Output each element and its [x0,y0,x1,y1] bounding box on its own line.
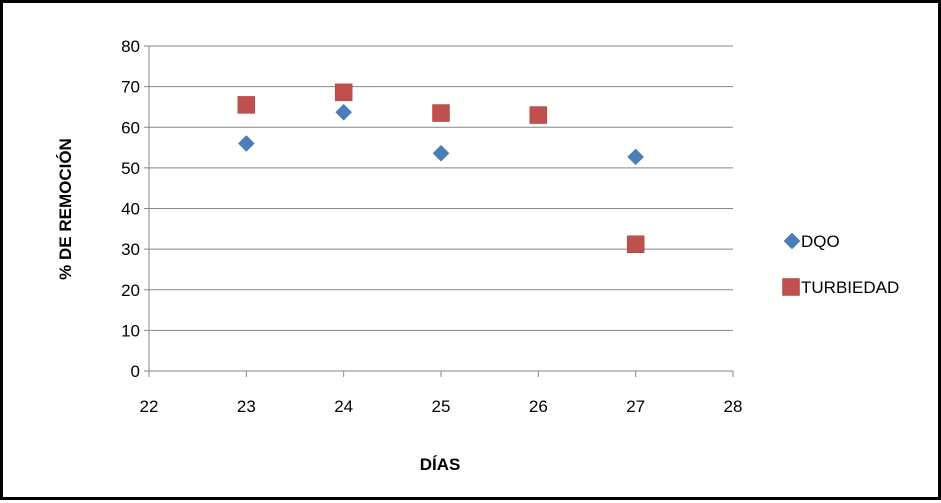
dqo-point [432,144,450,162]
y-tick-label: 70 [121,78,140,97]
legend: DQO TURBIEDAD [782,232,899,297]
data-points [237,83,645,253]
turbiedad-point [237,96,256,114]
x-tick-label: 22 [140,397,159,416]
x-axis-title: DÍAS [420,455,461,474]
x-tick-label: 28 [724,397,743,416]
legend-turbiedad-marker [782,278,800,296]
tick-labels: 0 10 20 30 40 50 60 70 80 22 23 24 25 26 27 28 [121,37,742,416]
scatter-chart: 0 10 20 30 40 50 60 70 80 22 23 24 25 26 27 28 DÍAS % D… [56,37,899,474]
turbiedad-point [432,104,450,122]
y-tick-label: 40 [121,200,140,219]
turbiedad-point [334,83,353,102]
turbiedad-point [529,106,548,124]
dqo-point [335,103,353,121]
x-tick-label: 23 [237,397,256,416]
y-axis-title: % DE REMOCIÓN [56,138,75,280]
y-tick-label: 20 [121,281,140,300]
legend-dqo-marker [783,232,801,250]
turbiedad-point [626,235,645,253]
y-tick-label: 60 [121,118,140,137]
dqo-point [237,135,255,152]
y-tick-label: 0 [131,362,140,381]
x-tick-label: 25 [432,397,451,416]
gridlines [149,45,733,331]
y-tick-label: 30 [121,240,140,259]
legend-dqo-label: DQO [801,232,840,251]
y-tick-label: 50 [121,159,140,178]
dqo-point [627,148,645,166]
y-tick-label: 80 [121,37,140,56]
x-tick-label: 24 [334,397,353,416]
legend-turbiedad-label: TURBIEDAD [801,278,899,297]
x-tick-label: 26 [529,397,548,416]
y-tick-label: 10 [121,321,140,340]
x-tick-label: 27 [626,397,645,416]
axes [144,45,734,377]
